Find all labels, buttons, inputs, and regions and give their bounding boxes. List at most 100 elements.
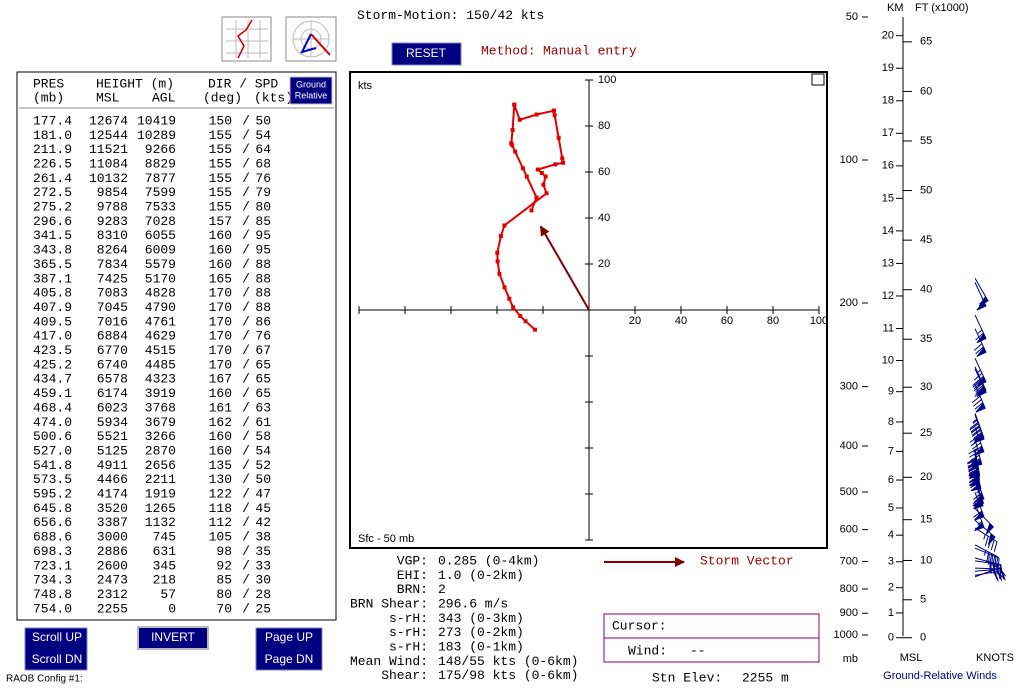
col-header: HEIGHT (m) [96,76,174,91]
ft-tick-label: 65 [920,36,932,48]
col-unit: (mb) [33,90,64,105]
hodograph-point [552,113,557,118]
hodograph-point [520,166,525,171]
cell: 170 [209,343,232,358]
cell-separator: / [242,501,250,516]
km-tick-label: 6 [888,474,894,486]
param-label: Shear: [381,668,428,683]
cell-separator: / [242,156,250,171]
cell-separator: / [242,515,250,530]
cell: 80 [255,200,271,215]
cell: 64 [255,142,271,157]
cell: 7045 [97,300,128,315]
param-value: 1.0 (0-2km) [438,568,524,583]
cell: 723.1 [33,558,72,573]
cell: 6055 [145,228,176,243]
hodograph-point [510,128,515,133]
col-unit: AGL [152,90,175,105]
wind-label: Wind: [628,643,667,658]
scroll-up[interactable]: Scroll UP [32,630,82,644]
cell-separator: / [242,142,250,157]
hodograph-point [495,259,500,264]
invert-button[interactable] [137,626,209,650]
cell: 409.5 [33,314,72,329]
cell-separator: / [242,185,250,200]
page-dn[interactable]: Page DN [265,652,314,666]
cell: 423.5 [33,343,72,358]
cell: 170 [209,357,232,372]
scroll-buttons[interactable] [24,627,88,671]
cell: 474.0 [33,415,72,430]
cell: 95 [255,243,271,258]
cell: 541.8 [33,458,72,473]
scroll-dn[interactable]: Scroll DN [32,652,83,666]
button-label[interactable]: Relative [295,90,328,100]
cell: 3520 [97,501,128,516]
cell: 656.6 [33,515,72,530]
cell: 275.2 [33,200,72,215]
reset-label[interactable]: RESET [406,46,447,60]
cell-separator: / [242,558,250,573]
cell-separator: / [242,113,250,128]
cell: 425.2 [33,357,72,372]
cell: 50 [255,472,271,487]
hodograph-segment [503,192,548,227]
cell-separator: / [242,343,250,358]
cell: 45 [255,501,271,516]
hodograph-segment [525,176,538,198]
cell: 68 [255,156,271,171]
hodograph-point [551,108,556,113]
expand-icon[interactable] [811,73,825,86]
param-value: 343 (0-3km) [438,611,524,626]
cell: 181.0 [33,128,72,143]
cell: 405.8 [33,286,72,301]
cell: 52 [255,458,271,473]
cell: 8829 [145,156,176,171]
hodograph-segment [537,163,556,171]
hodograph-point [495,250,500,255]
cell: 88 [255,271,271,286]
ft-tick-label: 25 [920,427,932,439]
cell: 272.5 [33,185,72,200]
invert-label[interactable]: INVERT [151,630,195,644]
x-tick-label: 20 [629,315,641,327]
ft-tick-label: 20 [920,471,932,483]
cell: 76 [255,329,271,344]
cell: 9854 [97,185,128,200]
knots-label: KNOTS [976,652,1014,664]
cell: 58 [255,429,271,444]
ground-relative-button[interactable] [289,76,333,105]
cell: 12674 [89,113,128,128]
cell: 157 [209,214,232,229]
hodograph-segment [553,115,560,139]
cell: 6578 [97,372,128,387]
km-tick-label: 7 [888,445,894,457]
skewt-icon[interactable] [221,16,272,62]
wind-barb [974,508,995,535]
button-label[interactable]: Ground [296,79,326,89]
cell: 226.5 [33,156,72,171]
cell: 30 [255,573,271,588]
cell: 11521 [89,142,128,157]
wind-barb [974,547,1000,569]
param-label: s-rH: [389,625,428,640]
cell: 6740 [97,357,128,372]
cell: 211.9 [33,142,72,157]
cell: 67 [255,343,271,358]
cell: 95 [255,228,271,243]
ft-tick-label: 40 [920,284,932,296]
cell-separator: / [242,243,250,258]
cell: 7016 [97,314,128,329]
cell: 1132 [145,515,176,530]
hodograph-icon[interactable] [285,16,337,62]
col-unit: (kts) [254,90,293,105]
page-buttons[interactable] [255,627,323,671]
page-up[interactable]: Page UP [265,630,313,644]
method-value: Manual entry [543,43,637,58]
cell: 135 [209,458,232,473]
cell: 155 [209,142,232,157]
reset-button[interactable] [391,42,462,66]
km-tick-label: 0 [888,632,894,644]
ft-tick-label: 10 [920,554,932,566]
ft-label: FT (x1000) [915,2,969,14]
